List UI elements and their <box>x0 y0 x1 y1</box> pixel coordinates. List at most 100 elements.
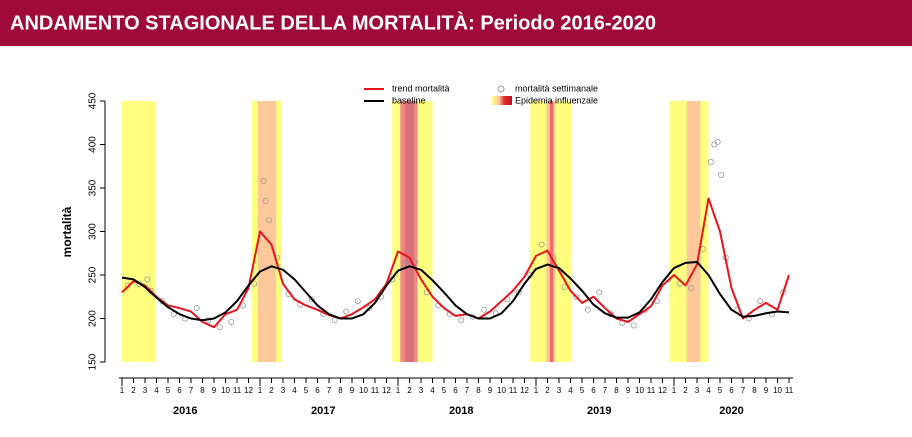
x-tick-label: 9 <box>626 386 631 395</box>
x-tick-label: 1 <box>120 386 125 395</box>
y-axis-label: mortalità <box>60 206 74 257</box>
x-tick-label: 9 <box>212 386 217 395</box>
weekly-point <box>354 298 361 305</box>
x-tick-label: 3 <box>281 386 286 395</box>
x-tick-label: 8 <box>614 386 619 395</box>
weekly-point <box>596 289 603 296</box>
weekly-point <box>193 305 200 312</box>
weekly-point <box>757 298 764 305</box>
x-tick-label: 1 <box>258 386 263 395</box>
legend-label: Epidemia influenzale <box>515 95 598 105</box>
weekly-point <box>538 241 545 248</box>
y-tick-label: 150 <box>88 353 99 370</box>
x-tick-label: 1 <box>534 386 539 395</box>
x-tick-label: 6 <box>177 386 182 395</box>
x-tick-label: 11 <box>371 386 380 395</box>
year-label: 2018 <box>449 405 473 417</box>
x-tick-label: 4 <box>430 386 435 395</box>
x-tick-label: 4 <box>292 386 297 395</box>
y-tick-label: 350 <box>88 179 99 196</box>
epidemic-band <box>549 101 554 362</box>
x-tick-label: 5 <box>580 386 585 395</box>
x-tick-label: 2 <box>269 386 274 395</box>
x-tick-label: 5 <box>304 386 309 395</box>
x-tick-label: 10 <box>773 386 782 395</box>
y-tick-label: 200 <box>88 310 99 327</box>
x-tick-label: 7 <box>465 386 470 395</box>
weekly-point <box>216 324 223 331</box>
x-tick-label: 7 <box>189 386 194 395</box>
year-label: 2016 <box>173 405 197 417</box>
weekly-point <box>343 308 350 315</box>
x-tick-label: 8 <box>200 386 205 395</box>
x-tick-label: 5 <box>718 386 723 395</box>
weekly-point <box>630 322 637 329</box>
x-tick-label: 2 <box>407 386 412 395</box>
x-tick-label: 4 <box>568 386 573 395</box>
x-tick-label: 7 <box>741 386 746 395</box>
weekly-point <box>707 158 714 165</box>
x-tick-label: 10 <box>221 386 230 395</box>
weekly-point <box>584 306 591 313</box>
x-tick-label: 11 <box>785 386 794 395</box>
x-tick-label: 3 <box>419 386 424 395</box>
weekly-point <box>331 317 338 324</box>
x-tick-label: 3 <box>557 386 562 395</box>
x-tick-label: 6 <box>453 386 458 395</box>
weekly-point <box>718 171 725 178</box>
weekly-point <box>458 317 465 324</box>
x-tick-label: 2 <box>545 386 550 395</box>
weekly-point <box>481 306 488 313</box>
weekly-point <box>266 217 273 224</box>
weekly-point <box>515 289 522 296</box>
legend-label: trend mortalità <box>392 83 450 93</box>
x-tick-label: 3 <box>695 386 700 395</box>
x-tick-label: 12 <box>658 386 667 395</box>
weekly-point <box>260 178 267 185</box>
x-tick-label: 12 <box>244 386 253 395</box>
legend-swatch <box>492 96 512 105</box>
x-tick-label: 6 <box>591 386 596 395</box>
x-tick-label: 6 <box>729 386 734 395</box>
x-tick-label: 10 <box>635 386 644 395</box>
x-tick-label: 9 <box>350 386 355 395</box>
x-tick-label: 12 <box>382 386 391 395</box>
epidemic-band <box>257 101 277 362</box>
y-tick-label: 300 <box>88 223 99 240</box>
year-label: 2020 <box>719 405 743 417</box>
weekly-point <box>366 305 373 312</box>
x-tick-label: 10 <box>497 386 506 395</box>
epidemic-band <box>404 101 415 362</box>
x-tick-label: 11 <box>647 386 656 395</box>
x-tick-label: 10 <box>359 386 368 395</box>
series-line <box>121 197 790 329</box>
weekly-point <box>688 285 695 292</box>
x-tick-label: 2 <box>131 386 136 395</box>
x-tick-label: 12 <box>520 386 529 395</box>
year-label: 2019 <box>587 405 611 417</box>
epidemic-band <box>686 101 701 362</box>
x-tick-label: 9 <box>488 386 493 395</box>
x-tick-label: 4 <box>154 386 159 395</box>
x-tick-label: 3 <box>143 386 148 395</box>
x-tick-label: 8 <box>338 386 343 395</box>
title-banner <box>0 0 912 46</box>
y-tick-label: 400 <box>88 136 99 153</box>
weekly-point <box>714 138 721 145</box>
x-tick-label: 1 <box>672 386 677 395</box>
series-line <box>121 260 790 322</box>
chart-title: ANDAMENTO STAGIONALE DELLA MORTALITÀ: Pe… <box>10 11 656 34</box>
epidemic-band <box>122 101 157 362</box>
weekly-point <box>251 280 258 287</box>
y-tick-label: 250 <box>88 266 99 283</box>
weekly-point <box>144 276 151 283</box>
year-label: 2017 <box>311 405 335 417</box>
x-tick-label: 6 <box>315 386 320 395</box>
x-tick-label: 11 <box>509 386 518 395</box>
weekly-point <box>400 261 407 268</box>
x-tick-label: 11 <box>233 386 242 395</box>
weekly-point <box>573 293 580 300</box>
x-tick-label: 1 <box>396 386 401 395</box>
